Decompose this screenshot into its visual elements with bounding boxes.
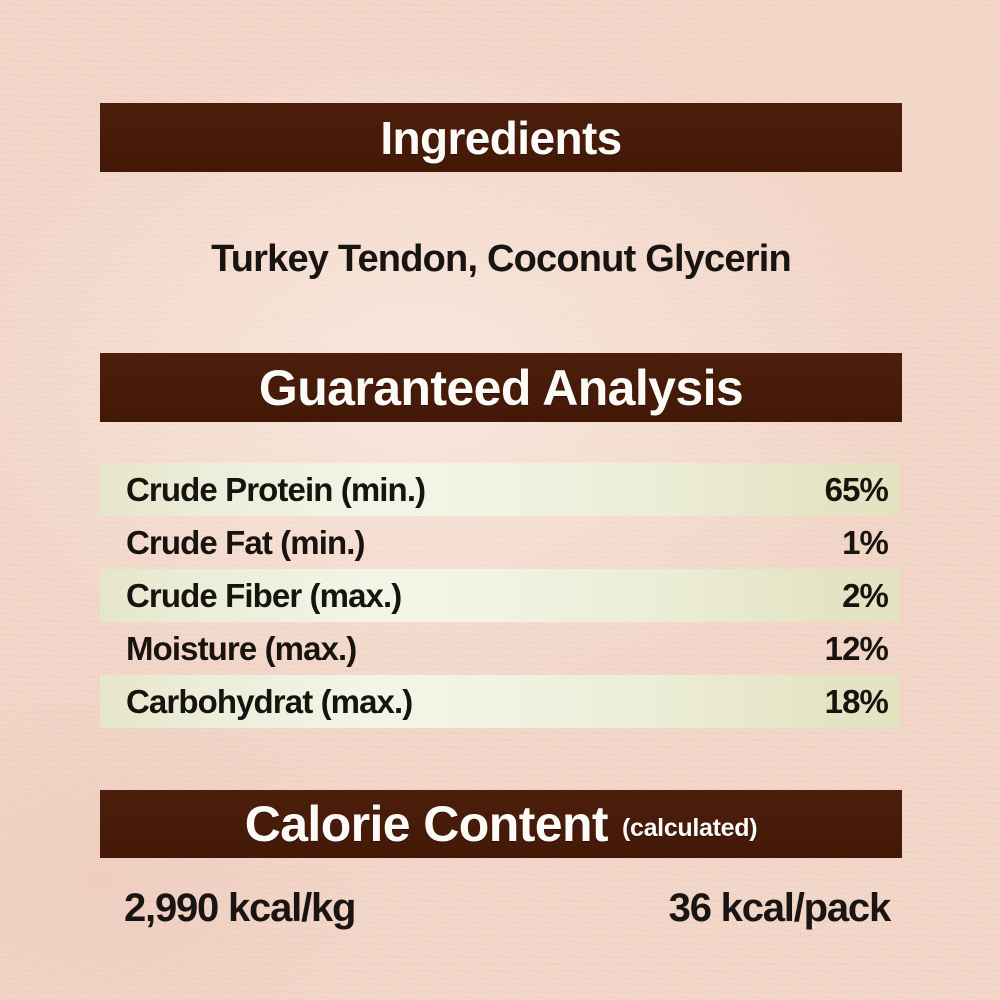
analysis-row-label: Carbohydrat (max.) xyxy=(126,683,413,720)
analysis-row-label: Crude Fiber (max.) xyxy=(126,577,402,614)
analysis-row-label: Crude Fat (min.) xyxy=(126,524,366,561)
guaranteed-analysis-table: Crude Protein (min.) 65% Crude Fat (min.… xyxy=(100,463,900,728)
ingredients-header-bar: Ingredients xyxy=(100,103,902,172)
calorie-calculated-note: (calculated) xyxy=(621,813,758,842)
analysis-row-value: 2% xyxy=(842,577,889,614)
calorie-per-pack-value: 36 kcal/pack xyxy=(668,886,892,930)
calorie-values-row: 2,990 kcal/kg 36 kcal/pack xyxy=(100,888,900,928)
calorie-content-header-bar: Calorie Content (calculated) xyxy=(100,790,902,858)
table-row: Crude Fiber (max.) 2% xyxy=(100,569,900,622)
calorie-content-heading: Calorie Content xyxy=(244,796,609,852)
analysis-row-value: 18% xyxy=(824,683,889,720)
analysis-row-value: 12% xyxy=(824,630,889,667)
table-row: Crude Fat (min.) 1% xyxy=(100,516,900,569)
analysis-row-label: Moisture (max.) xyxy=(126,630,357,667)
analysis-row-label: Crude Protein (min.) xyxy=(126,471,426,508)
guaranteed-analysis-header-bar: Guaranteed Analysis xyxy=(100,353,902,422)
table-row: Moisture (max.) 12% xyxy=(100,622,900,675)
analysis-row-value: 1% xyxy=(842,524,889,561)
ingredients-text: Turkey Tendon, Coconut Glycerin xyxy=(211,238,792,280)
analysis-row-value: 65% xyxy=(824,471,889,508)
table-row: Crude Protein (min.) 65% xyxy=(100,463,900,516)
ingredients-heading: Ingredients xyxy=(380,111,622,164)
guaranteed-analysis-heading: Guaranteed Analysis xyxy=(258,359,744,416)
calorie-per-kg-value: 2,990 kcal/kg xyxy=(124,886,356,930)
table-row: Carbohydrat (max.) 18% xyxy=(100,675,900,728)
